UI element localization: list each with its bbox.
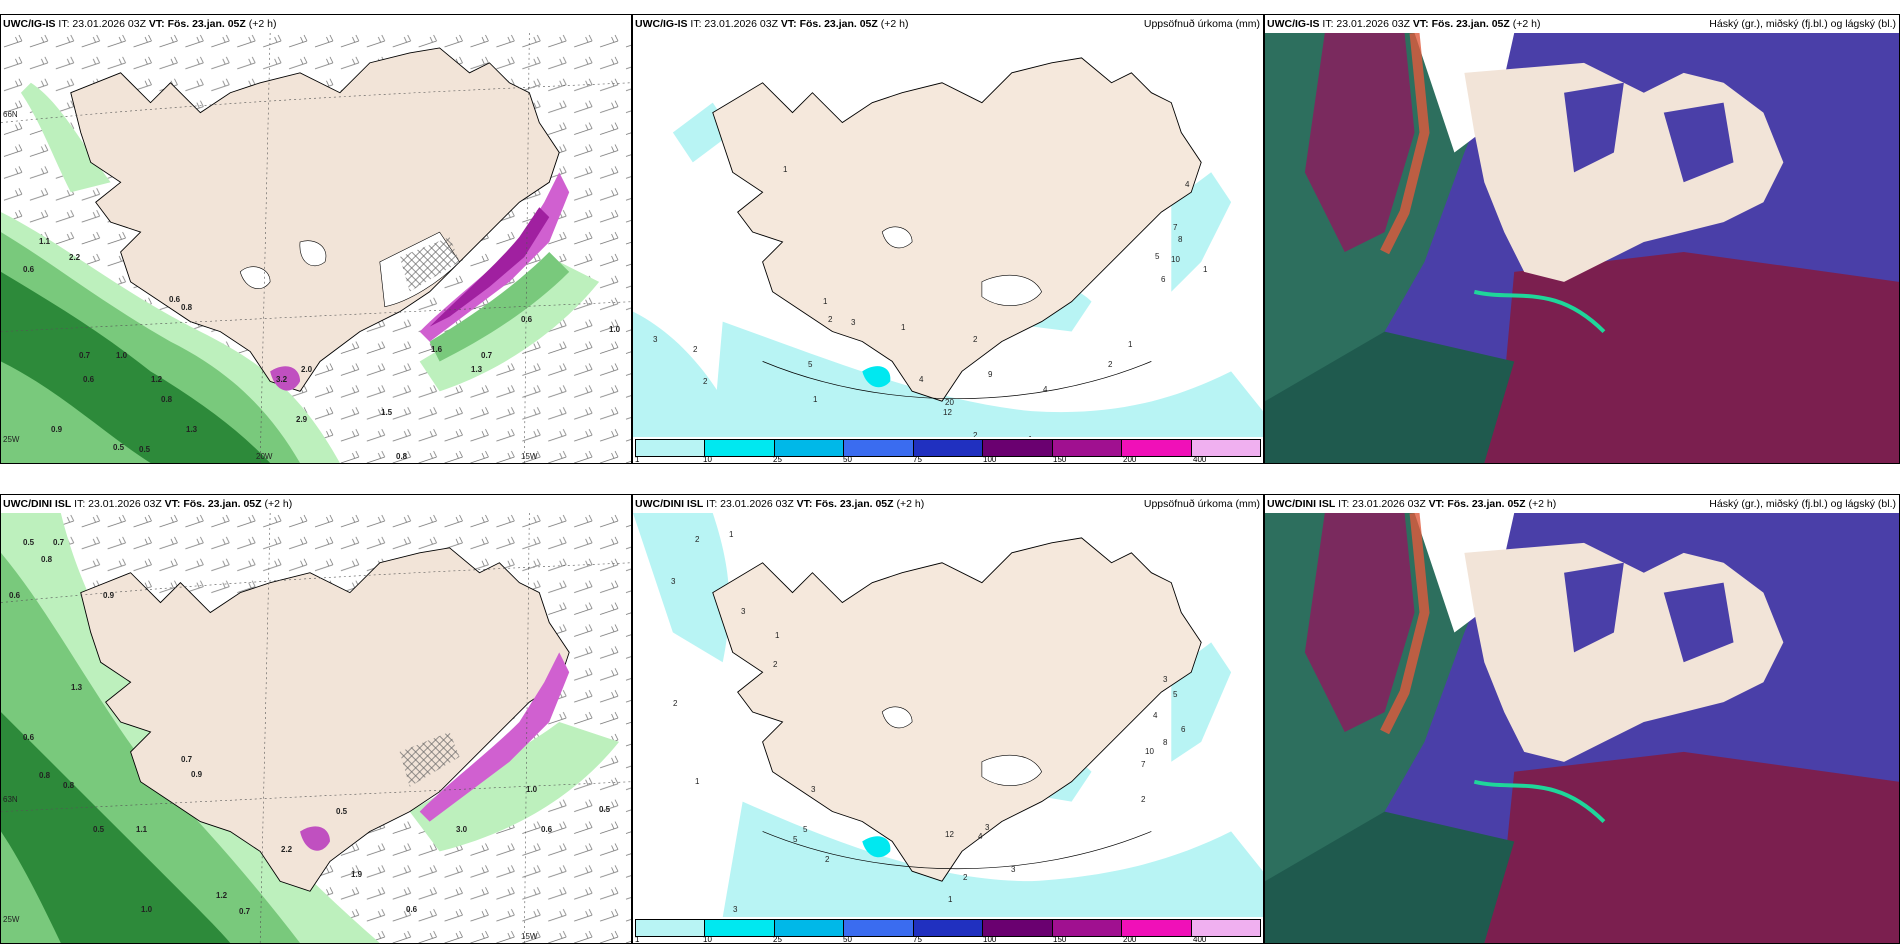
precip-map-svg <box>633 33 1263 437</box>
colorbar-bar <box>635 439 1261 457</box>
colorbar-swatch <box>1122 920 1192 936</box>
colorbar-swatch <box>983 440 1053 456</box>
precip-map[interactable] <box>633 33 1263 437</box>
colorbar-swatch <box>1122 440 1192 456</box>
colorbar-swatch <box>774 920 845 936</box>
colorbar-swatch <box>1191 920 1260 936</box>
colorbar-swatch <box>844 440 914 456</box>
colorbar-swatch <box>705 920 775 936</box>
colorbar-swatch <box>705 440 775 456</box>
colorbar-swatch <box>844 920 914 936</box>
panel-header: UWC/DINI ISL IT: 23.01.2026 03Z VT: Fös.… <box>633 495 1263 513</box>
colorbar-swatch <box>913 920 984 936</box>
cloud-panel-top: UWC/IG-IS IT: 23.01.2026 03Z VT: Fös. 23… <box>1264 14 1900 464</box>
wind-map-svg <box>1 513 631 943</box>
colorbar-swatch <box>636 920 706 936</box>
colorbar-bar <box>635 919 1261 937</box>
wind-panel-bottom: UWC/DINI ISL IT: 23.01.2026 03Z VT: Fös.… <box>0 494 632 944</box>
colorbar-swatch <box>913 440 984 456</box>
precip-map-svg <box>633 513 1263 917</box>
colorbar-swatch <box>1052 440 1123 456</box>
colorbar-swatch <box>1052 920 1123 936</box>
colorbar: 1 10 25 50 75 100 150 200 400 <box>633 437 1263 463</box>
colorbar: 1 10 25 50 75 100 150 200 400 <box>633 917 1263 943</box>
model-name: UWC/IG-IS <box>3 18 56 30</box>
colorbar-swatch <box>636 440 706 456</box>
panel-header: UWC/DINI ISL IT: 23.01.2026 03Z VT: Fös.… <box>1265 495 1899 513</box>
precip-panel-top: UWC/IG-IS IT: 23.01.2026 03Z VT: Fös. 23… <box>632 14 1264 464</box>
panel-header: UWC/IG-IS IT: 23.01.2026 03Z VT: Fös. 23… <box>1 15 631 33</box>
cloud-map[interactable] <box>1265 33 1899 463</box>
precip-map[interactable] <box>633 513 1263 917</box>
panel-header: UWC/DINI ISL IT: 23.01.2026 03Z VT: Fös.… <box>1 495 631 513</box>
wind-map-svg <box>1 33 631 463</box>
precip-panel-bottom: UWC/DINI ISL IT: 23.01.2026 03Z VT: Fös.… <box>632 494 1264 944</box>
colorbar-swatch <box>774 440 845 456</box>
cloud-map-svg <box>1265 33 1899 463</box>
cloud-map[interactable] <box>1265 513 1899 943</box>
panel-header: UWC/IG-IS IT: 23.01.2026 03Z VT: Fös. 23… <box>1265 15 1899 33</box>
wind-map[interactable] <box>1 513 631 943</box>
panel-header: UWC/IG-IS IT: 23.01.2026 03Z VT: Fös. 23… <box>633 15 1263 33</box>
wind-map[interactable] <box>1 33 631 463</box>
wind-panel-top: UWC/IG-IS IT: 23.01.2026 03Z VT: Fös. 23… <box>0 14 632 464</box>
cloud-map-svg <box>1265 513 1899 943</box>
colorbar-swatch <box>983 920 1053 936</box>
colorbar-swatch <box>1191 440 1260 456</box>
cloud-panel-bottom: UWC/DINI ISL IT: 23.01.2026 03Z VT: Fös.… <box>1264 494 1900 944</box>
